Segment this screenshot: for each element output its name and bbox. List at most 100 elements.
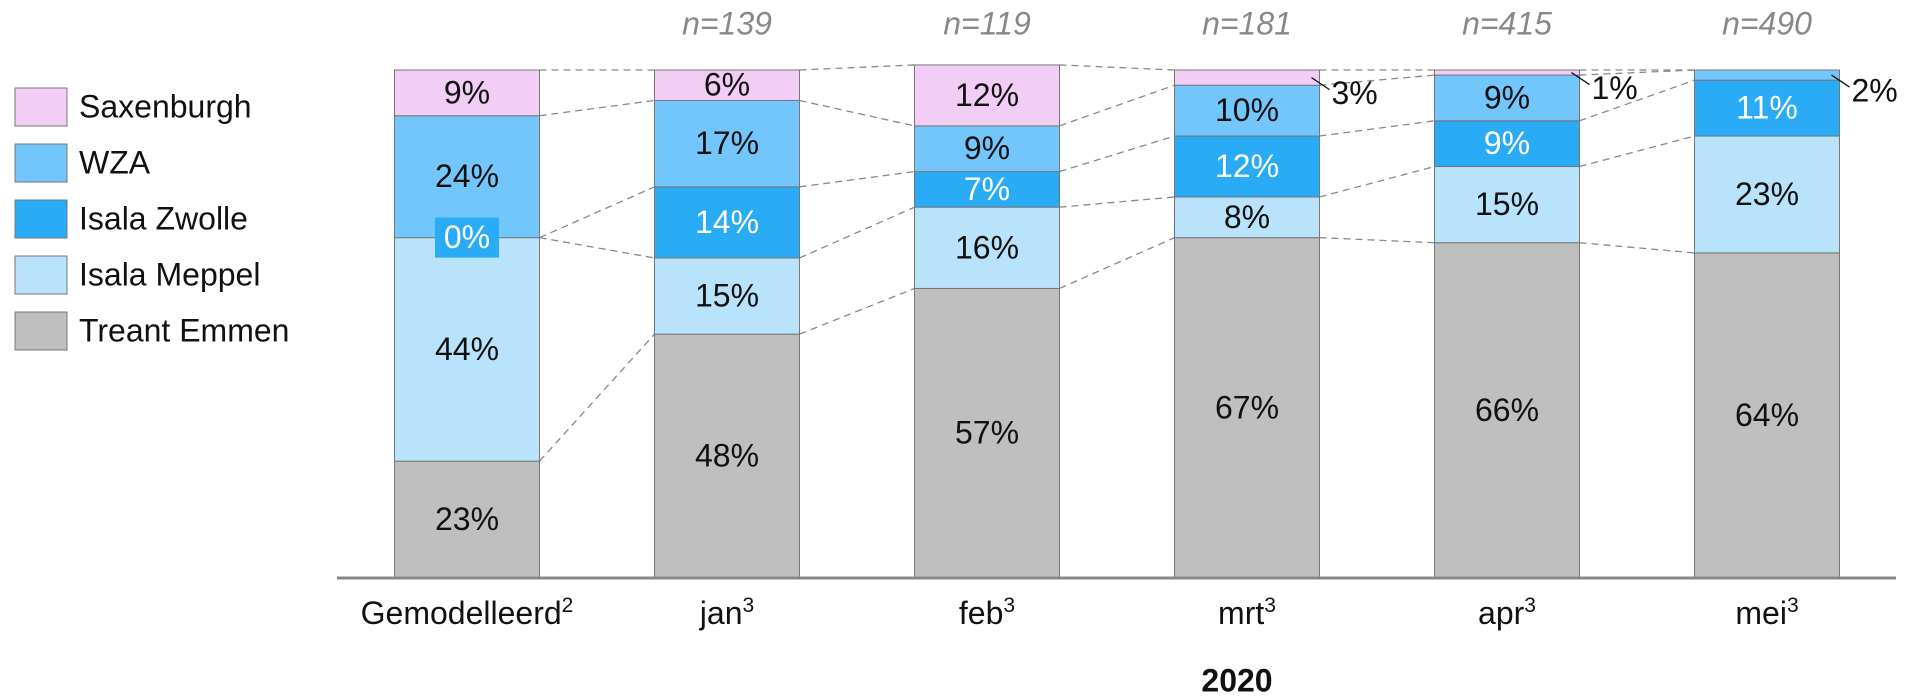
- connector: [799, 170, 915, 188]
- connector: [799, 287, 915, 335]
- data-label: 3%: [1332, 75, 1378, 111]
- connector: [1059, 84, 1175, 127]
- data-label: 44%: [435, 331, 499, 367]
- bar-segment: [914, 64, 1060, 127]
- data-label: 12%: [1215, 148, 1279, 184]
- x-tick-label: jan3: [699, 594, 754, 632]
- category-name: apr: [1478, 595, 1525, 631]
- data-label: 0%: [444, 219, 490, 255]
- connector: [1579, 242, 1695, 254]
- legend-label: Saxenburgh: [79, 88, 252, 124]
- bar-segment: [1174, 84, 1320, 137]
- connector: [1319, 120, 1435, 137]
- connector: [799, 206, 915, 259]
- connector: [1319, 165, 1435, 198]
- connector: [1579, 79, 1695, 122]
- legend-label: WZA: [79, 144, 151, 180]
- data-label: 15%: [695, 278, 759, 314]
- data-label: 23%: [1735, 176, 1799, 212]
- bar-segment: [1174, 196, 1320, 239]
- data-label: 64%: [1735, 397, 1799, 433]
- sample-size: n=139: [682, 5, 772, 41]
- data-label: 9%: [444, 74, 490, 110]
- data-label: 48%: [695, 438, 759, 474]
- bar-segment: [1694, 69, 1840, 81]
- category-note: 3: [1787, 594, 1799, 617]
- bar-segment: [1434, 74, 1580, 122]
- legend-label: Isala Zwolle: [79, 200, 248, 236]
- bar-segment: [1434, 166, 1580, 244]
- data-label: 16%: [955, 229, 1019, 265]
- sample-size: n=415: [1462, 5, 1552, 41]
- data-label: 14%: [695, 204, 759, 240]
- category-name: mrt: [1218, 595, 1264, 631]
- data-label: 15%: [1475, 186, 1539, 222]
- category-note: 2: [562, 594, 574, 617]
- data-label: 7%: [964, 171, 1010, 207]
- label-box: [435, 217, 499, 258]
- bar-segment: [1174, 69, 1320, 86]
- bar-segment: [1694, 252, 1840, 579]
- x-tick-label: mrt3: [1218, 594, 1276, 632]
- x-tick-label: Gemodelleerd2: [361, 594, 574, 632]
- data-label: 57%: [955, 415, 1019, 451]
- bar-segment: [394, 115, 540, 239]
- bar-segment: [914, 206, 1060, 289]
- sample-size: n=119: [943, 5, 1031, 41]
- connector: [539, 236, 655, 259]
- bar-segment: [914, 125, 1060, 173]
- data-label: 8%: [1224, 199, 1270, 235]
- bar-segment: [1434, 120, 1580, 168]
- connector: [1059, 135, 1175, 173]
- label-leader: [1831, 74, 1850, 88]
- legend-swatch: [14, 255, 68, 295]
- x-tick-label: apr3: [1478, 594, 1536, 632]
- data-label: 24%: [435, 158, 499, 194]
- legend-label: Treant Emmen: [79, 312, 289, 348]
- category-name: Gemodelleerd: [361, 595, 562, 631]
- category-name: jan: [699, 595, 743, 631]
- bar-segment: [1174, 135, 1320, 198]
- connector: [1059, 237, 1175, 290]
- legend-swatch: [14, 143, 68, 183]
- bar-segment: [394, 69, 540, 117]
- connector: [1579, 135, 1695, 168]
- x-axis-title: 2020: [1201, 662, 1272, 698]
- legend-swatch: [14, 311, 68, 351]
- data-label: 9%: [964, 130, 1010, 166]
- data-label: 66%: [1475, 392, 1539, 428]
- data-label: 12%: [955, 77, 1019, 113]
- sample-size: n=181: [1202, 5, 1292, 41]
- connector: [1059, 196, 1175, 208]
- label-leader: [1311, 77, 1330, 91]
- data-label: 6%: [704, 67, 750, 103]
- x-tick-label: mei3: [1735, 594, 1798, 632]
- connector: [799, 64, 915, 71]
- category-note: 3: [1003, 594, 1015, 617]
- bar-segment: [1174, 237, 1320, 579]
- connector: [539, 186, 655, 239]
- connector: [1319, 236, 1435, 244]
- data-label: 2%: [1852, 73, 1898, 109]
- legend-label: Isala Meppel: [79, 256, 260, 292]
- category-note: 3: [1524, 594, 1536, 617]
- data-label: 17%: [695, 125, 759, 161]
- connector: [1059, 64, 1175, 71]
- bar-segment: [914, 171, 1060, 208]
- sample-size: n=490: [1722, 5, 1812, 41]
- connector: [539, 333, 655, 462]
- bar-segment: [1694, 135, 1840, 254]
- x-tick-label: feb3: [959, 594, 1015, 632]
- data-label: 11%: [1736, 90, 1798, 126]
- bar-segment: [654, 257, 800, 335]
- label-leader: [1571, 71, 1590, 86]
- bar-segment: [654, 69, 800, 101]
- bar-segment: [654, 99, 800, 188]
- category-note: 3: [1264, 594, 1276, 617]
- data-label: 9%: [1484, 79, 1530, 115]
- legend-swatch: [14, 199, 68, 239]
- category-name: feb: [959, 595, 1003, 631]
- bar-segment: [654, 333, 800, 579]
- data-label: 67%: [1215, 389, 1279, 425]
